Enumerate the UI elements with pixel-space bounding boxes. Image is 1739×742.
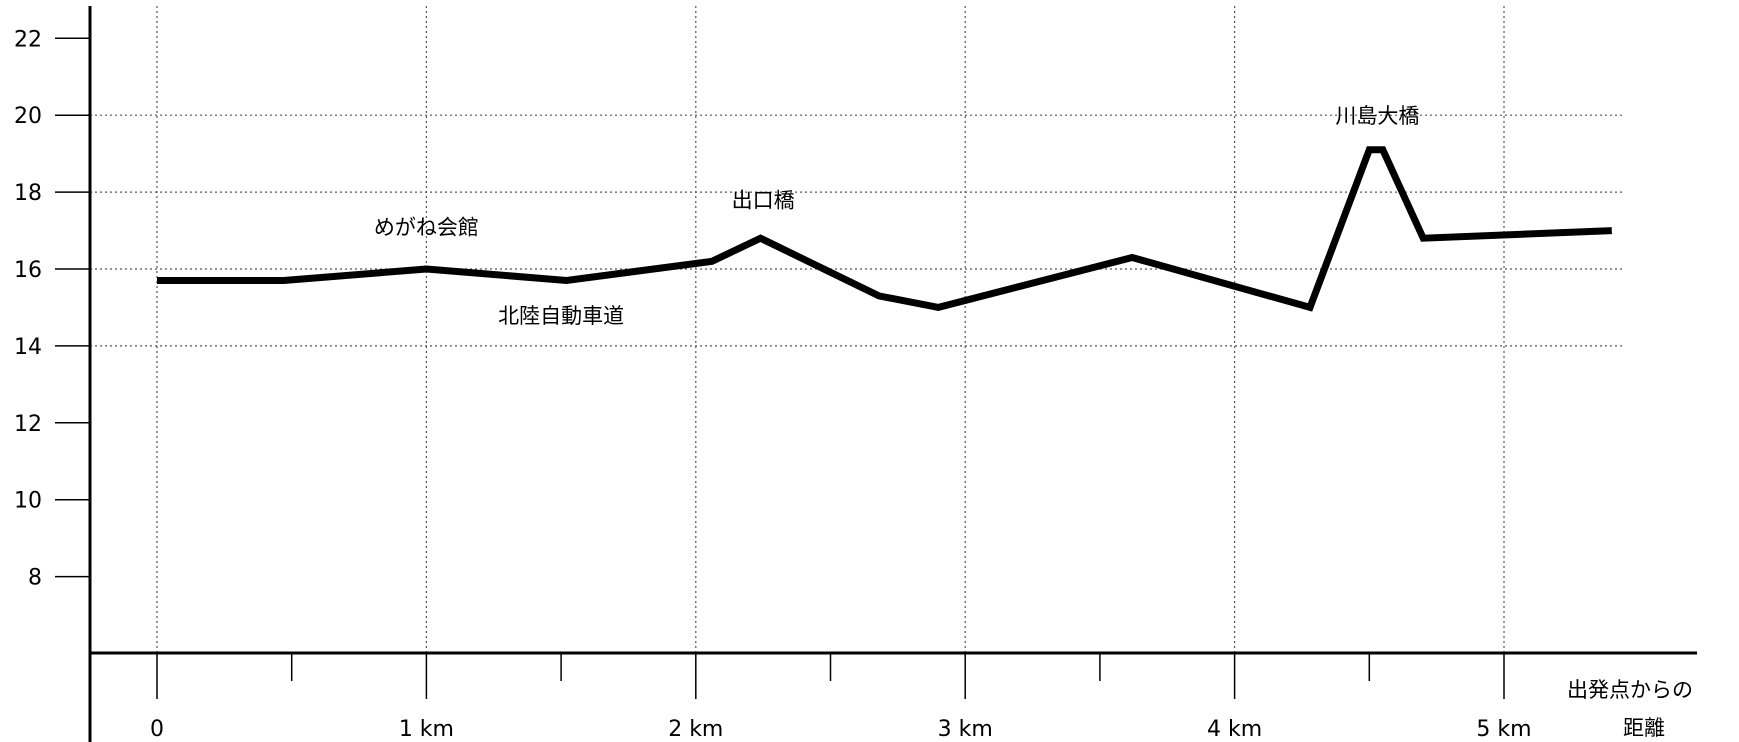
x-tick-label: 2 km (668, 717, 723, 742)
series (157, 146, 1612, 312)
x-axis-title-line-1: 出発点からの (1567, 678, 1693, 702)
annotation-label: めがね会館 (374, 215, 479, 239)
y-ticks: 8 10 12 14 16 18 20 22 (14, 27, 90, 591)
y-tick-label: 22 (14, 27, 42, 52)
x-tick-label: 5 km (1476, 717, 1531, 742)
annotation-label: 川島大橋 (1335, 104, 1419, 128)
y-tick-label: 8 (28, 566, 42, 591)
annotation-label: 北陸自動車道 (498, 304, 624, 328)
x-tick-label: 4 km (1207, 717, 1262, 742)
x-ticks: 0 1 km 2 km 3 km 4 km 5 km (150, 653, 1532, 742)
y-tick-label: 16 (14, 258, 42, 283)
axes (88, 6, 1697, 742)
annotation-label: 出口橋 (732, 188, 795, 212)
x-tick-label: 1 km (399, 717, 454, 742)
y-tick-label: 20 (14, 104, 42, 129)
elevation-profile-line (157, 146, 1612, 312)
x-tick-label: 3 km (938, 717, 993, 742)
x-tick-label: 0 (150, 717, 164, 742)
y-tick-label: 12 (14, 412, 42, 437)
grid-lines (90, 6, 1622, 653)
y-tick-label: 10 (14, 489, 42, 514)
x-axis-title-line-2: 距離 (1623, 716, 1665, 740)
y-tick-label: 14 (14, 335, 42, 360)
y-tick-label: 18 (14, 181, 42, 206)
